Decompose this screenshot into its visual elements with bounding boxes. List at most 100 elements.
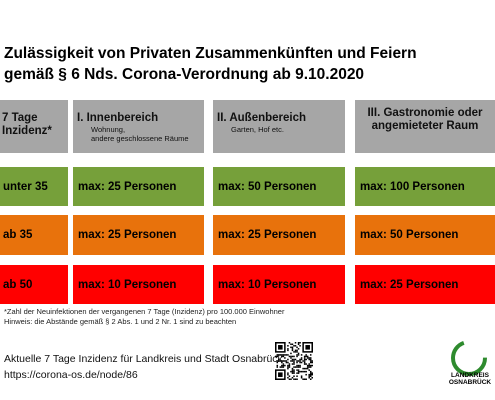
qr-module [302, 370, 304, 373]
qr-module [308, 364, 310, 367]
qr-module [299, 360, 301, 362]
qr-module [296, 375, 298, 377]
qr-module [300, 361, 303, 364]
qr-module [308, 369, 310, 371]
qr-module [306, 364, 309, 367]
qr-module [309, 358, 312, 361]
qr-module [278, 360, 280, 362]
table-cell: max: 25 Personen [355, 265, 495, 304]
qr-module [288, 366, 291, 368]
qr-module [306, 355, 309, 358]
header-title: II. Außenbereich [217, 112, 307, 124]
qr-module [279, 366, 282, 368]
qr-module [291, 358, 294, 361]
qr-module [291, 360, 294, 362]
qr-module [297, 364, 300, 367]
qr-module [311, 361, 313, 364]
qr-module [309, 354, 312, 356]
qr-module [303, 363, 306, 365]
qr-module [293, 355, 295, 358]
qr-module [296, 366, 298, 368]
table-cell: unter 35 [0, 167, 68, 206]
header-title: angemieteter Raum [371, 120, 479, 132]
column-header: 7 Tage Inzidenz* [0, 100, 68, 153]
qr-module [309, 373, 312, 376]
qr-module [278, 354, 280, 356]
table-cell: ab 35 [0, 215, 68, 255]
footer-link: https://corona-os.de/node/86 [4, 369, 138, 381]
qr-module [294, 351, 297, 353]
qr-module [311, 360, 313, 362]
header-subtitle: Garten, Hof etc. [231, 125, 284, 134]
qr-module [291, 376, 294, 379]
qr-module [282, 366, 285, 368]
qr-module [279, 360, 282, 362]
qr-module [276, 361, 279, 364]
qr-module [291, 370, 294, 373]
qr-module [276, 360, 279, 362]
qr-module [281, 364, 283, 367]
qr-module [309, 361, 312, 364]
qr-module [290, 343, 292, 346]
qr-module [293, 363, 295, 365]
title: Zulässigkeit von Privaten Zusammenkünfte… [4, 45, 417, 62]
qr-module [299, 345, 301, 347]
qr-module [291, 367, 294, 370]
table-cell: max: 50 Personen [213, 167, 345, 206]
qr-module [296, 354, 298, 356]
qr-module [290, 355, 292, 358]
qr-module [293, 378, 295, 380]
qr-module [305, 354, 307, 356]
qr-module [284, 360, 286, 362]
table-cell: max: 100 Personen [355, 167, 495, 206]
qr-module [291, 372, 294, 374]
qr-module [309, 360, 312, 362]
qr-module [299, 364, 301, 367]
qr-module [297, 354, 300, 356]
qr-module [297, 360, 300, 362]
qr-module [293, 375, 295, 377]
qr-module [296, 364, 298, 367]
qr-module [291, 349, 294, 352]
qr-module [311, 376, 313, 379]
table-cell: max: 25 Personen [213, 215, 345, 255]
qr-module [308, 373, 310, 376]
qr-module [303, 360, 306, 362]
qr-module [306, 367, 309, 370]
qr-module [306, 357, 309, 359]
qr-module [288, 355, 291, 358]
qr-module [300, 354, 303, 356]
qr-module [294, 358, 297, 361]
qr-module [287, 376, 289, 379]
qr-module [287, 366, 289, 368]
qr-module [302, 367, 304, 370]
column-header: II. Außenbereich Garten, Hof etc. [213, 100, 345, 153]
qr-module [303, 378, 306, 380]
qr-module [287, 345, 289, 347]
qr-module [278, 372, 283, 377]
qr-module [308, 376, 310, 379]
qr-module [311, 373, 313, 376]
qr-module [291, 363, 294, 365]
qr-module [305, 373, 307, 376]
qr-module [276, 355, 279, 358]
footnote: Hinweis: die Abstände gemäß § 2 Abs. 1 u… [4, 317, 237, 326]
footnote: *Zahl der Neuinfektionen der vergangenen… [4, 307, 285, 316]
table-cell: max: 25 Personen [73, 167, 204, 206]
qr-module [302, 378, 304, 380]
qr-module [287, 364, 289, 367]
logo-text: OSNABRÜCK [449, 377, 492, 386]
qr-module [300, 370, 303, 373]
qr-module [284, 364, 286, 367]
qr-module [299, 358, 301, 361]
qr-module [290, 378, 292, 380]
qr-module [293, 366, 295, 368]
qr-module [287, 348, 289, 350]
qr-module [291, 369, 294, 371]
qr-module [303, 358, 306, 361]
qr-module [290, 370, 292, 373]
qr-module [300, 357, 303, 359]
header-subtitle: andere geschlossene Räume [91, 134, 189, 143]
qr-module [311, 372, 313, 374]
qr-module [309, 370, 312, 373]
